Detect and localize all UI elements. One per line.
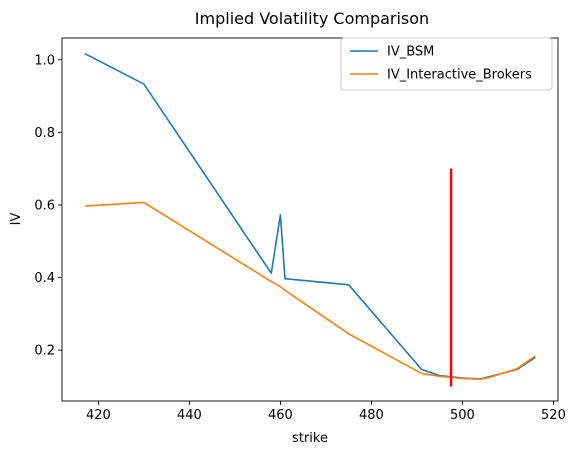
y-tick-label: 0.6 (34, 198, 55, 213)
chart-title: Implied Volatility Comparison (195, 9, 429, 28)
axes-frame (61, 37, 559, 402)
x-tick-label: 500 (450, 408, 475, 423)
legend-box (340, 37, 553, 91)
x-tick-label: 480 (359, 408, 384, 423)
x-axis-label: strike (292, 431, 328, 446)
x-tick-label: 440 (177, 408, 202, 423)
y-tick-label: 0.4 (34, 271, 55, 286)
x-tick-label: 520 (541, 408, 566, 423)
x-tick-label: 420 (86, 408, 111, 423)
y-axis-label: IV (9, 213, 24, 226)
plot-area (84, 52, 536, 387)
legend-label-1: IV_BSM (387, 45, 434, 60)
y-tick-label: 0.8 (34, 126, 55, 141)
axes: 420 440 460 480 500 520 0.2 0.4 0.6 0.8 1.0 (34, 37, 566, 423)
legend: IV_BSM IV_Interactive_Brokers (340, 37, 553, 91)
x-tick-label: 460 (268, 408, 293, 423)
series-line-2 (84, 201, 536, 381)
legend-label-2: IV_Interactive_Brokers (387, 68, 532, 83)
y-tick-label: 1.0 (34, 53, 55, 68)
y-tick-label: 0.2 (34, 344, 55, 359)
